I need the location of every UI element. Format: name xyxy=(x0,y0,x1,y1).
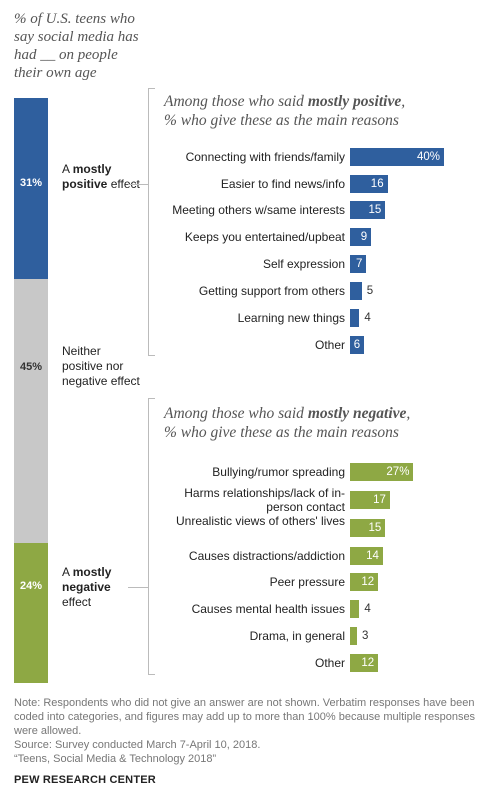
bar-value-label: 15 xyxy=(368,522,382,534)
category-label: Drama, in general xyxy=(249,629,345,643)
stack-value-neither: 45% xyxy=(19,361,43,373)
category-label: Peer pressure xyxy=(269,575,345,589)
category-label: Keeps you entertained/upbeat xyxy=(184,230,345,244)
category-label: Other xyxy=(314,656,345,670)
bar-value-label: 17 xyxy=(373,494,386,506)
source-text: Source: Survey conducted March 7-April 1… xyxy=(14,739,261,751)
bar-value-label: 9 xyxy=(360,231,368,243)
bracket-connector-positive xyxy=(128,184,148,185)
category-label: Harms relationships/lack of in-person co… xyxy=(184,486,345,514)
panel-title-negative: Among those who said mostly negative, xyxy=(164,405,411,422)
panel-subtitle-positive: % who give these as the main reasons xyxy=(164,112,399,129)
bar xyxy=(350,463,414,481)
category-label: Causes mental health issues xyxy=(191,602,345,616)
bar-value-label: 4 xyxy=(364,312,371,324)
effect-label-neither: Neither positive nor negative effect xyxy=(62,344,140,388)
bar xyxy=(350,175,388,193)
bracket-negative xyxy=(148,398,155,675)
bar-value-label: 3 xyxy=(362,630,369,642)
bar xyxy=(350,309,360,327)
bar-value-label: 16 xyxy=(370,178,384,190)
category-label: Connecting with friends/family xyxy=(185,150,345,164)
bar-value-label: 4 xyxy=(364,603,371,615)
footnote: Note: Respondents who did not give an an… xyxy=(14,696,484,766)
bracket-connector-negative xyxy=(128,587,148,588)
bar xyxy=(350,600,360,618)
category-label: Causes distractions/addiction xyxy=(188,549,345,563)
category-label: Self expression xyxy=(262,257,345,271)
report-text: “Teens, Social Media & Technology 2018” xyxy=(14,753,217,765)
bar-value-label: 7 xyxy=(356,258,363,270)
category-label: Unrealistic views of others' lives xyxy=(175,514,345,528)
bar-value-label: 12 xyxy=(361,576,375,588)
panel-title-positive: Among those who said mostly positive, xyxy=(164,93,406,110)
stack-segment-negative xyxy=(14,542,48,683)
bar xyxy=(350,201,386,219)
bar-value-label: 6 xyxy=(353,339,361,351)
stack-segment-neither xyxy=(14,279,48,543)
bar xyxy=(350,519,386,537)
effect-label-positive: A mostly positive effect xyxy=(62,162,140,191)
bar xyxy=(350,336,365,354)
category-label: Learning new things xyxy=(237,311,345,325)
organization-name: PEW RESEARCH CENTER xyxy=(14,774,156,786)
bar xyxy=(350,228,372,246)
panel-subtitle-negative: % who give these as the main reasons xyxy=(164,424,399,441)
bar xyxy=(350,573,379,591)
stack-segment-positive xyxy=(14,98,48,280)
bar-value-label: 15 xyxy=(368,204,382,216)
bar-value-label: 14 xyxy=(366,550,379,562)
note-text: Note: Respondents who did not give an an… xyxy=(14,697,476,737)
bar-value-label: 5 xyxy=(366,285,374,297)
chart-title: % of U.S. teens who say social media has… xyxy=(14,11,139,81)
bar xyxy=(350,491,390,509)
category-label: Getting support from others xyxy=(198,284,345,298)
category-label: Meeting others w/same interests xyxy=(172,203,345,217)
category-label: Easier to find news/info xyxy=(220,177,345,191)
category-label: Bullying/rumor spreading xyxy=(212,465,345,479)
bar-value-label: 12 xyxy=(361,657,375,669)
bar xyxy=(350,255,367,273)
bar-value-label: 27% xyxy=(386,466,410,478)
bracket-positive xyxy=(148,88,155,356)
effect-label-negative: A mostly negative effect xyxy=(62,565,112,609)
bar xyxy=(350,547,383,565)
bar xyxy=(350,148,444,166)
bar xyxy=(350,627,358,645)
category-label: Other xyxy=(314,338,345,352)
bar xyxy=(350,282,362,300)
bar xyxy=(350,654,379,672)
bar-value-label: 40% xyxy=(416,151,440,163)
stack-value-negative: 24% xyxy=(19,580,43,592)
stack-value-positive: 31% xyxy=(19,177,43,189)
